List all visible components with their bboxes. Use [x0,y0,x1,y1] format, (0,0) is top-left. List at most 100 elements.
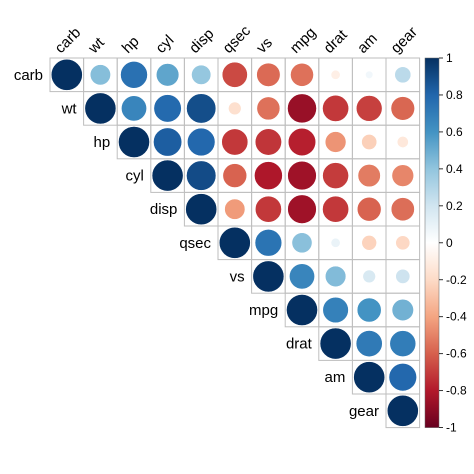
corr-circle-hp-mpg [287,127,317,157]
corr-circle-disp-gear [390,197,415,222]
colorbar-tick-label: -0.6 [446,347,467,361]
row-label: carb [14,67,43,84]
corr-circle-cyl-cyl [151,159,184,192]
column-label: mpg [287,24,320,57]
corr-circle-wt-qsec [228,101,242,116]
row-label: vs [230,268,245,285]
colorbar-tick-label: 0.6 [446,125,463,139]
corr-circle-cyl-qsec [222,163,248,188]
corr-circle-hp-disp [187,127,216,157]
corr-circle-carb-mpg [290,62,314,87]
corr-circle-qsec-drat [330,237,341,248]
corr-circle-carb-qsec [221,61,248,88]
corr-circle-carb-vs [256,62,281,87]
corr-circle-hp-qsec [221,128,249,156]
grid-cell-gear-gear [385,393,421,429]
colorbar-tick-label: -0.4 [446,310,467,324]
colorbar-tick-label: -0.8 [446,384,467,398]
corr-circle-mpg-gear [391,298,414,322]
corr-circle-vs-drat [324,265,347,288]
corr-circle-hp-vs [254,128,282,156]
corr-circle-hp-am [361,134,378,150]
colorbar-tick-label: -1 [446,421,457,435]
corr-circle-disp-disp [185,193,218,226]
column-label: qsec [220,22,255,57]
corr-circle-vs-vs [252,260,285,293]
corr-circle-carb-cyl [155,63,180,87]
colorbar-tick-label: -0.2 [446,273,467,287]
corr-circle-carb-wt [89,64,111,86]
corr-circle-drat-am [355,330,383,358]
column-label: cyl [152,32,177,57]
corr-circle-qsec-qsec [218,226,251,259]
corr-circle-mpg-drat [322,296,349,324]
corr-circle-cyl-gear [391,164,415,187]
colorbar: -1 -0.8 -0.6 -0.4 -0.2 0 0.2 0.4 0.6 0.8 1 [424,51,467,435]
colorbar-gradient [424,57,440,428]
corr-circle-drat-gear [389,330,417,357]
corr-circle-carb-carb [50,58,83,91]
corr-circle-cyl-mpg [287,160,317,191]
colorbar-tick-label: 0.8 [446,88,463,102]
row-label: hp [94,134,111,151]
corr-circle-gear-gear [386,394,419,427]
row-label: qsec [179,235,211,252]
corr-circle-mpg-mpg [286,294,318,326]
colorbar-tick-label: 1 [446,51,453,65]
corr-circle-wt-am [355,95,383,122]
column-label: drat [320,26,351,57]
corr-circle-hp-gear [396,136,409,148]
corr-circle-am-gear [388,363,417,392]
corr-circle-disp-drat [322,195,350,223]
row-label: am [325,369,346,386]
corr-circle-carb-disp [191,64,212,85]
row-label: drat [286,336,313,353]
corr-circle-wt-hp [121,95,147,122]
corr-circle-mpg-am [356,297,382,323]
row-label: mpg [249,302,278,319]
column-label: wt [85,34,109,58]
corr-circle-disp-mpg [287,194,317,224]
cell-grid [49,57,421,429]
corr-circle-disp-qsec [224,198,246,220]
corr-circle-wt-mpg [287,93,317,124]
column-label: vs [253,34,276,57]
corr-circle-vs-gear [395,268,411,284]
corr-circle-wt-drat [322,94,350,122]
corr-circle-wt-cyl [153,94,182,123]
row-label: disp [150,201,178,218]
column-label: gear [388,24,421,57]
corr-circle-wt-vs [256,96,281,121]
colorbar-tick-label: 0 [446,236,453,250]
colorbar-tick-label: 0.4 [446,162,463,176]
row-label: cyl [125,168,143,185]
corr-circle-disp-vs [254,195,282,223]
corr-circle-drat-drat [319,327,352,360]
column-label: hp [119,33,143,57]
corr-circle-carb-hp [120,60,148,89]
corr-circle-cyl-drat [322,162,349,189]
corr-circle-carb-am [365,70,374,79]
corr-circle-cyl-disp [186,160,217,191]
corr-circle-wt-disp [186,93,217,124]
corr-circle-cyl-vs [254,161,283,190]
corr-circle-hp-drat [324,131,347,153]
colorbar-tick-label: 0.2 [446,199,463,213]
column-labels: carb wt hp cyl disp qsec vs mpg drat am gear [52,22,421,57]
corr-circle-am-am [353,361,386,394]
corr-circle-wt-gear [390,96,415,121]
correlation-circles [50,58,419,427]
corr-circle-vs-am [362,269,376,284]
corr-circle-wt-wt [84,92,117,125]
corr-circle-qsec-am [361,235,377,251]
corr-circle-disp-am [356,196,382,222]
corr-circle-hp-cyl [153,127,183,157]
corr-circle-hp-hp [118,126,150,158]
row-label: wt [61,100,78,117]
corr-circle-qsec-vs [254,229,283,257]
corr-circle-carb-gear [394,66,412,84]
column-label: carb [52,24,85,57]
row-label: gear [349,403,379,420]
